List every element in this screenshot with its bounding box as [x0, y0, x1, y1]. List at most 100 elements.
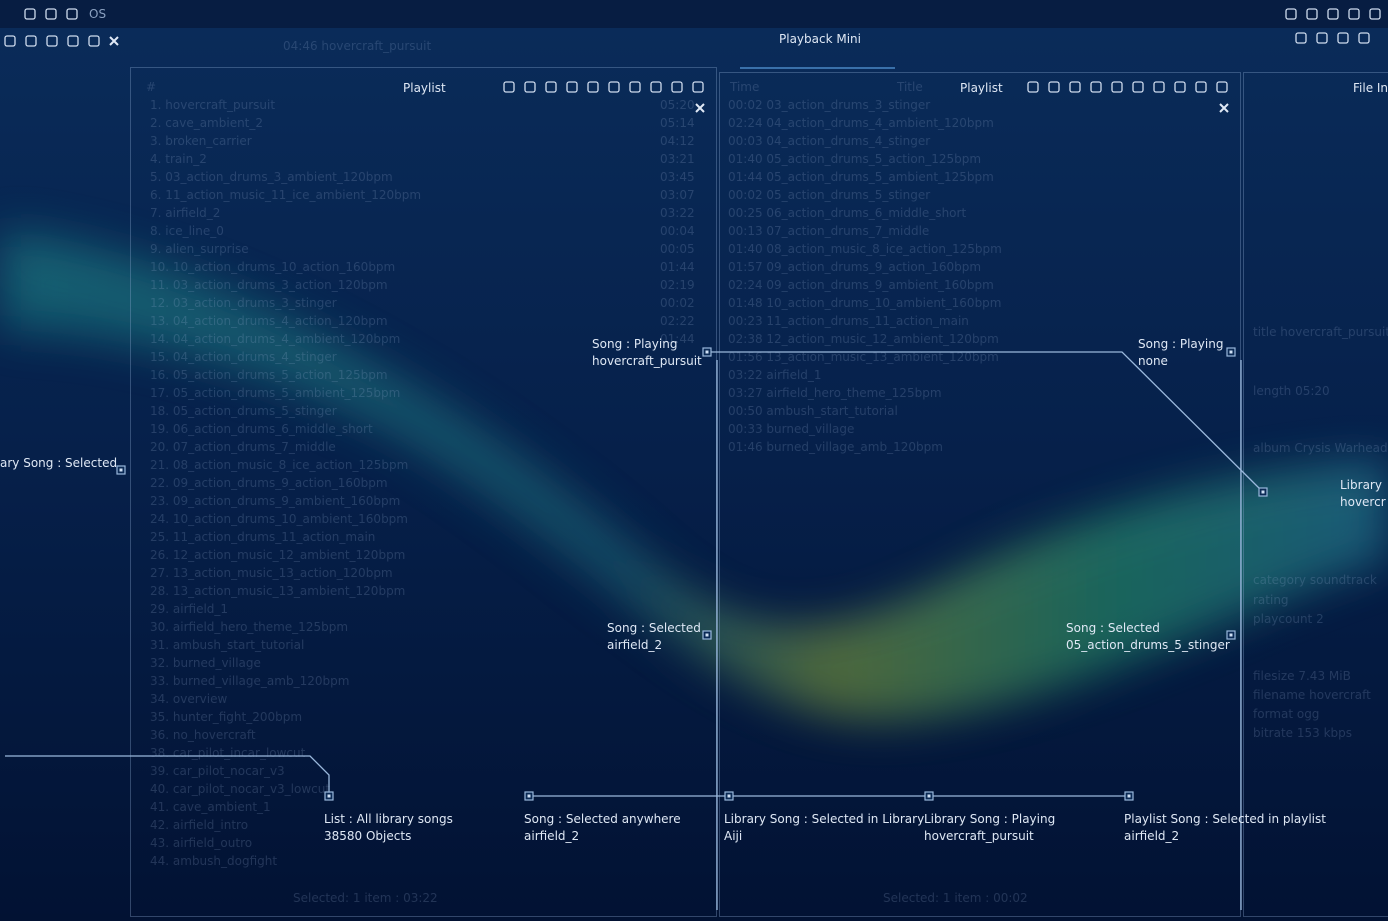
playlist-item[interactable]: 14. 04_action_drums_4_ambient_120bpm [150, 332, 401, 346]
toolbar-icon [1153, 81, 1165, 93]
info-field: bitrate 153 kbps [1253, 726, 1352, 740]
playlist-item[interactable]: 9. alien_surprise [150, 242, 249, 256]
playlist-item[interactable]: 41. cave_ambient_1 [150, 800, 271, 814]
toolbar-icon [650, 81, 662, 93]
node-dot [1127, 794, 1131, 798]
playlist-item[interactable]: 12. 03_action_drums_3_stinger [150, 296, 337, 310]
playlist-item[interactable]: 00:02 05_action_drums_5_stinger [728, 188, 931, 202]
playlist-item[interactable]: 15. 04_action_drums_4_stinger [150, 350, 337, 364]
playlist-item[interactable]: 00:13 07_action_drums_7_middle [728, 224, 930, 238]
playlist-item[interactable]: 4. train_2 [150, 152, 207, 166]
playlist-item[interactable]: 1. hovercraft_pursuit [150, 98, 276, 112]
annotation-value: airfield_2 [607, 638, 663, 652]
node-dot [1229, 633, 1233, 637]
playlist-item[interactable]: 6. 11_action_music_11_ice_ambient_120bpm [150, 188, 422, 202]
playlist-item[interactable]: 02:24 04_action_drums_4_ambient_120bpm [728, 116, 994, 130]
playlist-item[interactable]: 34. overview [150, 692, 228, 706]
playlist-item[interactable]: 19. 06_action_drums_6_middle_short [150, 422, 373, 436]
playlist-item[interactable]: 18. 05_action_drums_5_stinger [150, 404, 337, 418]
playlist-item[interactable]: 01:46 burned_village_amb_120bpm [728, 440, 943, 454]
playlist-item[interactable]: 02:38 12_action_music_12_ambient_120bpm [728, 332, 999, 346]
playlist-item[interactable]: 7. airfield_2 [150, 206, 221, 220]
playlist-item[interactable]: 35. hunter_fight_200bpm [150, 710, 303, 724]
info-field: filesize 7.43 MiB [1253, 669, 1351, 683]
playlist-item[interactable]: 32. burned_village [150, 656, 261, 670]
annotation-value: 38580 Objects [324, 829, 412, 843]
toolbar-icon [1316, 32, 1328, 44]
playlist-item[interactable]: 17. 05_action_drums_5_ambient_125bpm [150, 386, 401, 400]
toolbar-icon [1295, 32, 1307, 44]
playlist-item[interactable]: 10. 10_action_drums_10_action_160bpm [150, 260, 396, 274]
node-dot [705, 633, 709, 637]
playlist-item[interactable]: 26. 12_action_music_12_ambient_120bpm [150, 548, 406, 562]
playlist-item[interactable]: 44. ambush_dogfight [150, 854, 278, 868]
duration: 01:44 [660, 260, 695, 274]
playlist-item[interactable]: 27. 13_action_music_13_action_120bpm [150, 566, 393, 580]
playlist-item[interactable]: 2. cave_ambient_2 [150, 116, 264, 130]
playlist-item[interactable]: 00:25 06_action_drums_6_middle_short [728, 206, 967, 220]
playlist-item[interactable]: 03:27 airfield_hero_theme_125bpm [728, 386, 942, 400]
toolbar-icon [1195, 81, 1207, 93]
playlist-item[interactable]: 5. 03_action_drums_3_ambient_120bpm [150, 170, 393, 184]
playlist-item[interactable]: 00:50 ambush_start_tutorial [728, 404, 898, 418]
playlist-item[interactable]: 31. ambush_start_tutorial [150, 638, 305, 652]
playlist-item[interactable]: 11. 03_action_drums_3_action_120bpm [150, 278, 388, 292]
toolbar-icon [1216, 81, 1228, 93]
playlist-item[interactable]: 40. car_pilot_nocar_v3_lowcut [150, 782, 331, 796]
playlist-item[interactable]: 28. 13_action_music_13_ambient_120bpm [150, 584, 406, 598]
info-field: title hovercraft_pursuit [1253, 325, 1388, 339]
playlist-item[interactable]: 25. 11_action_drums_11_action_main [150, 530, 376, 544]
toolbar-icon [1348, 8, 1360, 20]
playlist-item[interactable]: 29. airfield_1 [150, 602, 229, 616]
playlist-item[interactable]: 43. airfield_outro [150, 836, 253, 850]
playlist-item[interactable]: 00:02 03_action_drums_3_stinger [728, 98, 931, 112]
playlist-item[interactable]: 21. 08_action_music_8_ice_action_125bpm [150, 458, 409, 472]
column-header: Title [897, 80, 923, 94]
playlist-item[interactable]: 00:33 burned_village [728, 422, 855, 436]
playlist-item[interactable]: 23. 09_action_drums_9_ambient_160bpm [150, 494, 401, 508]
playlist-item[interactable]: 01:40 05_action_drums_5_action_125bpm [728, 152, 982, 166]
toolbar-icon [524, 81, 536, 93]
playlist-item[interactable]: 39. car_pilot_nocar_v3 [150, 764, 285, 778]
connector-line [5, 755, 330, 796]
annotation-label: Song : Playing [592, 337, 678, 351]
window-title: Playback Mini [779, 32, 861, 46]
playlist-item[interactable]: 03:22 airfield_1 [728, 368, 822, 382]
playlist-item[interactable]: 38. car_pilot_incar_lowcut [150, 746, 306, 760]
toolbar-icon [1090, 81, 1102, 93]
playlist-item[interactable]: 13. 04_action_drums_4_action_120bpm [150, 314, 388, 328]
annotation-value: airfield_2 [524, 829, 580, 843]
playlist-item[interactable]: 01:57 09_action_drums_9_action_160bpm [728, 260, 982, 274]
playlist-item[interactable]: 24. 10_action_drums_10_ambient_160bpm [150, 512, 408, 526]
toolbar-icon [4, 35, 16, 47]
node-dot [327, 794, 331, 798]
os-label[interactable]: OS [89, 7, 107, 21]
playlist-item[interactable]: 16. 05_action_drums_5_action_125bpm [150, 368, 388, 382]
playlist-item[interactable]: 01:40 08_action_music_8_ice_action_125bp… [728, 242, 1002, 256]
toolbar-icon [25, 35, 37, 47]
playlist-item[interactable]: 01:48 10_action_drums_10_ambient_160bpm [728, 296, 1002, 310]
column-header: # [146, 80, 157, 94]
annotation-label: Library [1340, 478, 1382, 492]
playlist-item[interactable]: 33. burned_village_amb_120bpm [150, 674, 350, 688]
playlist-item[interactable]: 36. no_hovercraft [150, 728, 256, 742]
close-button [1219, 103, 1229, 113]
playlist-item[interactable]: 00:03 04_action_drums_4_stinger [728, 134, 931, 148]
playlist-item[interactable]: 22. 09_action_drums_9_action_160bpm [150, 476, 388, 490]
toolbar-icon [1306, 8, 1318, 20]
info-field: playcount 2 [1253, 612, 1324, 626]
playlist-item[interactable]: 30. airfield_hero_theme_125bpm [150, 620, 349, 634]
toolbar-icon [1337, 32, 1349, 44]
playlist-item[interactable]: 01:44 05_action_drums_5_ambient_125bpm [728, 170, 994, 184]
playlist-item[interactable]: 02:24 09_action_drums_9_ambient_160bpm [728, 278, 994, 292]
playlist-item[interactable]: 3. broken_carrier [150, 134, 252, 148]
playlist-item[interactable]: 00:23 11_action_drums_11_action_main [728, 314, 969, 328]
playlist-item[interactable]: 01:56 13_action_music_13_ambient_120bpm [728, 350, 999, 364]
panel-title: Playlist [960, 81, 1003, 95]
playlist-item[interactable]: 8. ice_line_0 [150, 224, 224, 238]
node-dot [1261, 490, 1265, 494]
playlist-item[interactable]: 42. airfield_intro [150, 818, 249, 832]
playlist-item[interactable]: 20. 07_action_drums_7_middle [150, 440, 336, 454]
toolbar-icon [587, 81, 599, 93]
